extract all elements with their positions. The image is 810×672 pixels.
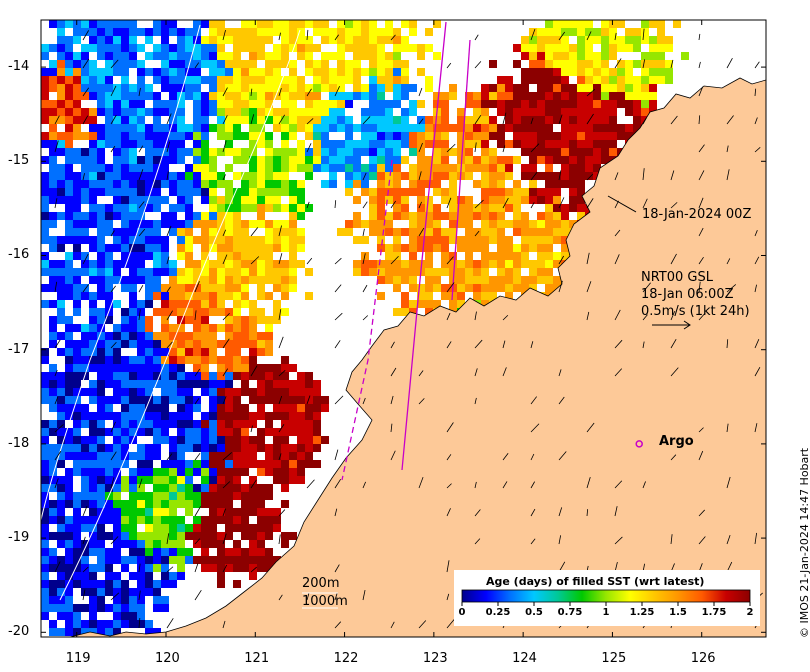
scale-arrow-head (683, 320, 691, 330)
isobath-1000-label: 1000m (302, 594, 348, 609)
isobath-lines (41, 24, 301, 601)
argo-label: Argo (659, 434, 694, 449)
x-tick-label: 122 (333, 651, 359, 666)
y-tick-label: -17 (8, 341, 30, 357)
colorbar-label: 2 (746, 607, 754, 618)
isobath-200-label: 200m (302, 576, 340, 591)
current-source-title: NRT00 GSL (641, 270, 713, 285)
x-tick-label: 125 (601, 651, 627, 666)
argo-float-marker (635, 440, 643, 448)
colorbar-title: Age (days) of filled SST (wrt latest) (486, 575, 705, 588)
x-tick-label: 119 (65, 651, 91, 666)
x-tick-label: 121 (244, 651, 270, 666)
current-time-label: 18-Jan 06:00Z (641, 287, 734, 302)
timestamp-label: 18-Jan-2024 00Z (642, 207, 752, 222)
x-tick-label: 123 (422, 651, 448, 666)
colorbar-label: 1.5 (669, 607, 687, 618)
altimeter-tracks (341, 21, 471, 481)
colorbar-label: 1 (602, 607, 610, 618)
y-tick-label: -18 (8, 435, 30, 451)
map-frame (40, 19, 767, 638)
colorbar-label: 0.5 (525, 607, 543, 618)
land-mass (41, 20, 766, 637)
y-tick-label: -14 (8, 59, 30, 75)
axis-tick-marks (41, 20, 766, 637)
timestamp-pointer (607, 195, 637, 213)
y-tick-label: -15 (8, 153, 30, 169)
x-tick-label: 124 (512, 651, 537, 666)
y-tick-label: -20 (8, 624, 30, 640)
colorbar-label: 1.25 (629, 607, 655, 618)
colorbar-label: 1.75 (701, 607, 727, 618)
colorbar-gradient (461, 589, 751, 603)
current-scale-label: 0.5m/s (1kt 24h) (641, 304, 750, 319)
colorbar-label: 0 (458, 607, 466, 618)
colorbar-label: 0.75 (557, 607, 583, 618)
current-arrows (54, 28, 763, 629)
colorbar-ticks (461, 602, 751, 606)
x-tick-label: 120 (155, 651, 180, 666)
x-tick-label: 126 (690, 651, 716, 666)
colorbar-label: 0.25 (485, 607, 511, 618)
credit-text: © IMOS 21-Jan-2024 14:47 Hobart (798, 447, 810, 638)
y-tick-label: -16 (8, 247, 30, 263)
y-tick-label: -19 (8, 530, 30, 546)
